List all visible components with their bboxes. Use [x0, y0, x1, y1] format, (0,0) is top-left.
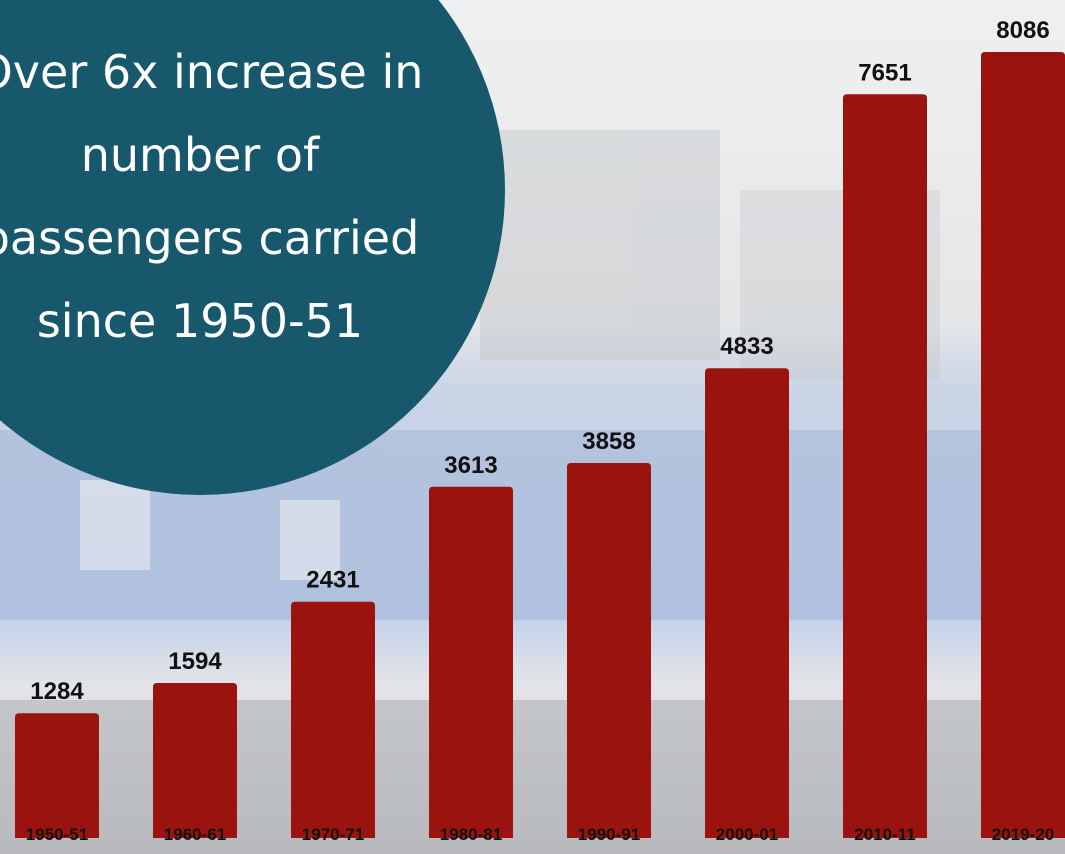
plot: 1284 1950-51 1594 1960-61 2431 1970-71 3613 198…	[15, 17, 1065, 844]
value-label: 3858	[582, 428, 635, 455]
bar	[153, 683, 237, 838]
annotation: Over 6x increase in number of passengers c…	[0, 45, 423, 348]
value-label: 1594	[168, 648, 222, 675]
value-label: 4833	[720, 333, 773, 360]
x-tick-label: 1950-51	[26, 825, 88, 844]
annotation-line: number of	[81, 128, 321, 182]
x-tick-label: 2019-20	[992, 825, 1054, 844]
value-label: 2431	[306, 567, 359, 594]
bar	[429, 486, 513, 838]
x-tick-label: 1980-81	[440, 825, 502, 844]
x-tick-label: 2000-01	[716, 825, 778, 844]
x-tick-label: 2010-11	[854, 825, 915, 844]
x-tick-label: 1970-71	[302, 825, 364, 844]
value-label: 3613	[444, 452, 497, 479]
annotation-line: Over 6x increase in	[0, 45, 423, 99]
x-tick-label: 1960-61	[164, 825, 226, 844]
value-label: 8086	[996, 17, 1049, 44]
bar	[291, 601, 375, 838]
annotation-line: since 1950-51	[37, 294, 363, 348]
x-tick-label: 1990-91	[578, 825, 640, 844]
bar	[15, 713, 99, 838]
bar	[567, 462, 651, 838]
value-label: 7651	[858, 59, 911, 86]
bar	[843, 94, 927, 839]
bar	[981, 52, 1065, 838]
annotation-circle	[0, 0, 505, 495]
value-label: 1284	[30, 678, 84, 705]
bar	[705, 368, 789, 838]
annotation-line: passengers carried	[0, 211, 419, 265]
